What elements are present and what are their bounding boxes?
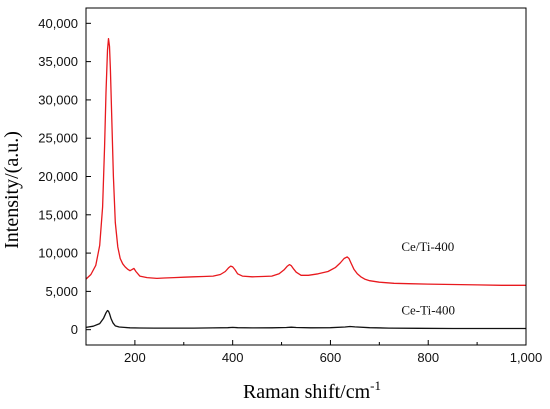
- x-axis-title-superscript: -1: [370, 378, 381, 393]
- y-tick-label: 0: [71, 322, 78, 337]
- x-tick-label: 800: [417, 350, 439, 365]
- x-tick-label: 200: [124, 350, 146, 365]
- y-tick-label: 30,000: [38, 92, 78, 107]
- series-line-ce-ti-400: [85, 309, 526, 330]
- y-tick-label: 10,000: [38, 246, 78, 261]
- x-axis-title: Raman shift/cm-1: [243, 378, 381, 403]
- y-tick-label: 15,000: [38, 207, 78, 222]
- series-annotation: Ce/Ti-400: [401, 239, 454, 254]
- y-axis-title: Intensity/(a.u.): [1, 131, 23, 249]
- y-tick-label: 25,000: [38, 131, 78, 146]
- series-line-ce-ti-400: [85, 37, 526, 286]
- plot-frame: [85, 7, 527, 346]
- y-tick-label: 40,000: [38, 16, 78, 31]
- y-tick-label: 35,000: [38, 54, 78, 69]
- y-tick-label: 20,000: [38, 169, 78, 184]
- x-tick-label: 400: [222, 350, 244, 365]
- x-tick-label: 600: [320, 350, 342, 365]
- series-annotation: Ce-Ti-400: [401, 302, 455, 317]
- x-axis-title-main: Raman shift/cm: [243, 381, 371, 403]
- x-tick-label: 1,000: [510, 350, 543, 365]
- y-tick-label: 5,000: [45, 284, 78, 299]
